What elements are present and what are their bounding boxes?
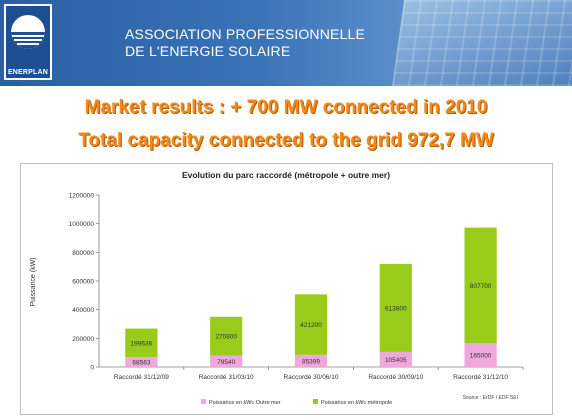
association-name: ASSOCIATION PROFESSIONNELLE DE L'ENERGIE… <box>125 26 365 60</box>
logo-sun-icon <box>11 15 45 49</box>
chart-container: Evolution du parc raccordé (métropole + … <box>20 163 553 415</box>
bar-segment <box>210 316 243 356</box>
y-tick-label: 1000000 <box>69 221 95 228</box>
bar-segment <box>379 351 412 367</box>
x-tick-label: Raccordé 30/06/10 <box>284 374 339 381</box>
headline-total-capacity: Total capacity connected to the grid 972… <box>78 130 494 151</box>
bar-segment <box>125 328 158 358</box>
bar-segment <box>294 294 328 355</box>
data-label: 68563 <box>132 360 150 367</box>
enerplan-logo: ENERPLAN <box>4 4 52 80</box>
y-tick-label: 200000 <box>72 336 94 343</box>
bar-segment <box>379 263 412 352</box>
x-tick-label: Raccordé 31/12/10 <box>453 374 508 381</box>
x-tick-label: Raccordé 30/09/10 <box>368 374 423 381</box>
y-axis-label: Puissance (kW) <box>30 257 37 306</box>
chart-title: Evolution du parc raccordé (métropole + … <box>182 170 390 180</box>
data-label: 613800 <box>385 305 407 312</box>
y-tick-label: 800000 <box>72 250 94 257</box>
x-tick-label: Raccordé 31/03/10 <box>199 374 254 381</box>
y-tick-label: 1200000 <box>69 193 95 200</box>
data-label: 421200 <box>300 322 322 329</box>
bar-segment <box>294 354 328 367</box>
headline-market-results: Market results : + 700 MW connected in 2… <box>84 97 488 118</box>
bar-segment <box>464 343 497 367</box>
bar-segment <box>464 227 497 344</box>
legend-swatch <box>201 399 206 404</box>
x-tick-label: Raccordé 31/12/09 <box>114 374 169 381</box>
association-line-1: ASSOCIATION PROFESSIONNELLE <box>125 26 366 42</box>
data-label: 807700 <box>470 283 492 290</box>
data-label: 165000 <box>470 353 492 360</box>
stacked-bar-chart: Evolution du parc raccordé (métropole + … <box>30 170 524 406</box>
building-photo <box>392 0 572 86</box>
legend-swatch <box>313 399 318 404</box>
header-banner: ENERPLAN ASSOCIATION PROFESSIONNELLE DE … <box>0 0 572 86</box>
logo-label: ENERPLAN <box>7 69 49 76</box>
y-tick-label: 0 <box>90 365 94 372</box>
data-label: 85399 <box>302 358 320 365</box>
association-line-2: DE L'ENERGIE SOLAIRE <box>125 43 291 59</box>
bar-segment <box>125 357 158 367</box>
data-label: 199636 <box>131 340 153 347</box>
legend-label: Puissance en kWc Outre mer <box>209 400 281 406</box>
y-tick-label: 400000 <box>72 307 94 314</box>
data-label: 105405 <box>385 357 407 364</box>
bar-segment <box>210 355 243 367</box>
data-label: 270800 <box>215 334 237 341</box>
source-note: Source : ErDF / EDF SEI <box>463 395 518 401</box>
legend-label: Puissance en kWc métropole <box>321 400 392 406</box>
y-tick-label: 600000 <box>72 279 94 286</box>
data-label: 79540 <box>217 359 235 366</box>
